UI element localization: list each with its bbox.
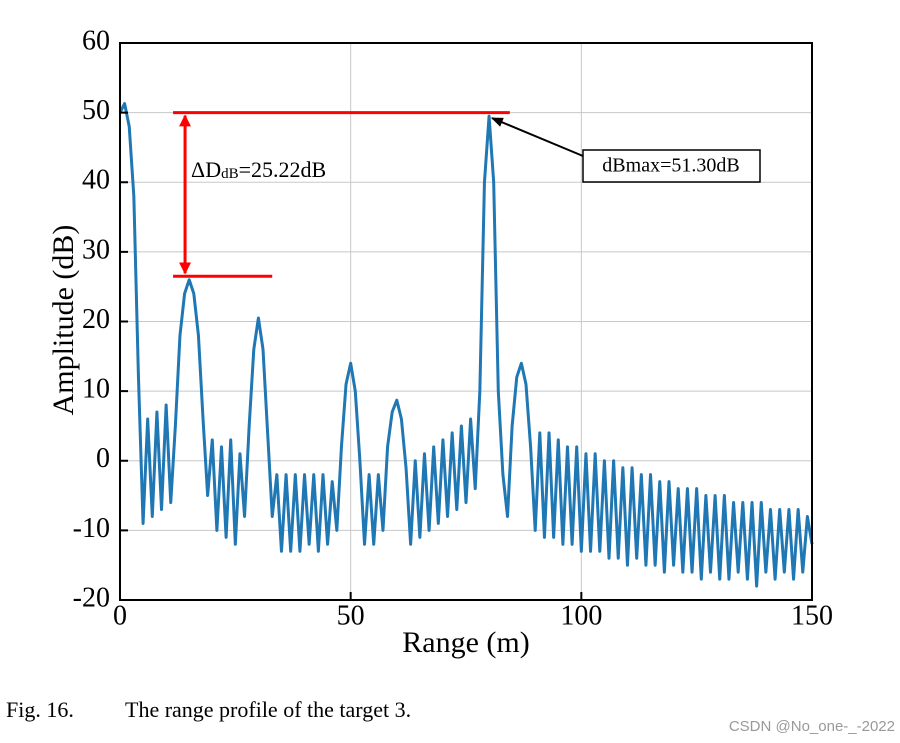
max-label-box (582, 149, 761, 183)
ticks: 0 50 100 150 -20 -10 0 10 20 30 40 50 60 (73, 25, 833, 631)
annotations: ΔDdB=25.22dB dBmax=51.30dB (173, 111, 761, 278)
y-tick-label: 10 (82, 374, 110, 405)
x-tick-label: 100 (560, 600, 602, 631)
x-tick-label: 50 (337, 600, 365, 631)
y-tick-label: 60 (82, 25, 110, 56)
y-tick-label: 0 (96, 443, 110, 474)
delta-rest: =25.22dB (239, 157, 327, 182)
x-tick-label: 150 (791, 600, 833, 631)
y-tick-label: 30 (82, 234, 110, 265)
y-tick-label: 40 (82, 165, 110, 196)
x-axis-label: Range (m) (402, 626, 529, 659)
caption-text: The range profile of the target 3. (125, 697, 411, 722)
y-axis-label: Amplitude (dB) (47, 225, 80, 416)
y-tick-label: 50 (82, 95, 110, 126)
y-tick-label: 20 (82, 304, 110, 335)
delta-main: ΔD (191, 157, 221, 182)
plot (118, 102, 814, 588)
delta-sub: dB (221, 166, 239, 182)
x-tick-label: 0 (113, 600, 127, 631)
y-tick-label: -10 (73, 513, 110, 544)
watermark: CSDN @No_one-_-2022 (729, 718, 895, 735)
caption-label: Fig. 16. (6, 697, 74, 722)
max-label: dBmax=51.30dB (602, 155, 739, 177)
data-line (118, 102, 814, 588)
delta-label: ΔDdB=25.22dB (191, 157, 326, 182)
y-tick-label: -20 (73, 582, 110, 613)
max-arrow (490, 117, 584, 157)
